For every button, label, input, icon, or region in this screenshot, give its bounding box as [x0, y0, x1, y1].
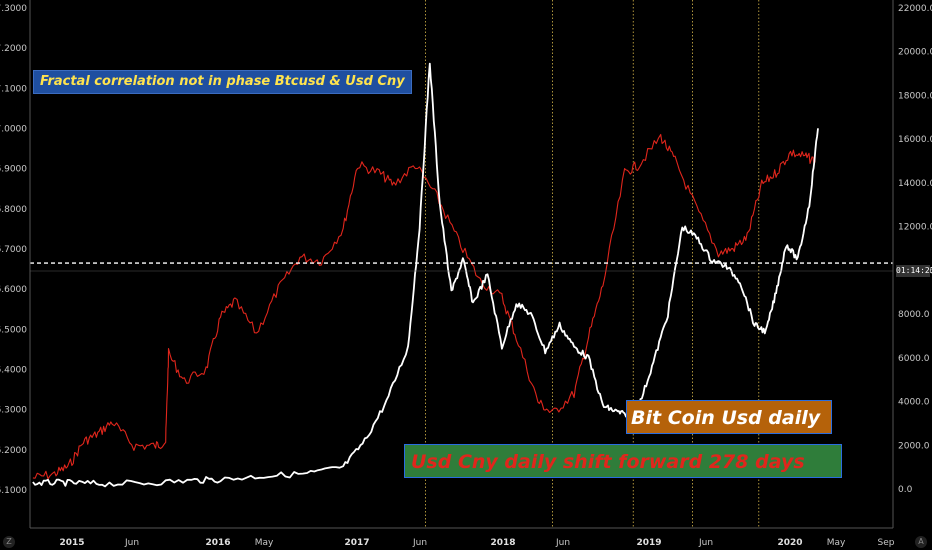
btcusd-series-line	[32, 62, 819, 488]
x-tick-label: May	[827, 538, 846, 548]
x-tick-label: 2018	[490, 538, 515, 548]
horizontal-level	[30, 262, 893, 272]
right-tick-label: 18000.0	[898, 91, 932, 101]
x-tick-label: 2019	[636, 538, 661, 548]
x-tick-label: 2015	[59, 538, 84, 548]
left-tick-label: 6.5000	[0, 325, 27, 335]
right-tick-label: 16000.0	[898, 135, 932, 145]
left-tick-label: 6.6000	[0, 285, 27, 295]
right-tick-label: 20000.0	[898, 48, 932, 58]
left-tick-label: 6.3000	[0, 406, 27, 416]
left-tick-label: 7.2000	[0, 44, 27, 54]
left-tick-label: 7.3000	[0, 4, 27, 14]
left-tick-label: 6.8000	[0, 205, 27, 215]
btc-series-annotation: Bit Coin Usd daily	[626, 400, 832, 434]
usdcny-series-line	[32, 133, 816, 480]
x-tick-label: Jun	[698, 538, 713, 548]
left-tick-label: 7.0000	[0, 125, 27, 135]
x-tick-label: 2016	[205, 538, 230, 548]
corner-left-badge[interactable]: Z	[3, 536, 15, 548]
corner-right-badge[interactable]: A	[915, 536, 927, 548]
current-price-label: 01:14:23	[896, 265, 932, 277]
left-tick-label: 6.9000	[0, 165, 27, 175]
vertical-markers	[425, 0, 760, 528]
cny-series-annotation: Usd Cny daily shift forward 278 days	[404, 444, 842, 478]
chart-title-annotation: Fractal correlation not in phase Btcusd …	[33, 70, 412, 94]
right-tick-label: 2000.0	[898, 441, 930, 451]
left-tick-label: 6.4000	[0, 366, 27, 376]
right-tick-label: 4000.0	[898, 398, 930, 408]
right-tick-label: 6000.0	[898, 354, 930, 364]
left-tick-label: 6.7000	[0, 245, 27, 255]
x-tick-label: Jun	[124, 538, 139, 548]
right-tick-label: 0.0	[898, 485, 913, 495]
left-tick-label: 6.1000	[0, 486, 27, 496]
right-tick-label: 8000.0	[898, 310, 930, 320]
right-tick-label: 22000.0	[898, 4, 932, 14]
x-tick-label: Sep	[878, 538, 895, 548]
x-tick-label: 2020	[777, 538, 802, 548]
x-tick-label: Jun	[555, 538, 570, 548]
x-tick-label: 2017	[344, 538, 369, 548]
left-tick-label: 6.2000	[0, 446, 27, 456]
series-layer	[32, 62, 819, 488]
right-tick-label: 14000.0	[898, 179, 932, 189]
left-tick-label: 7.1000	[0, 84, 27, 94]
right-tick-label: 12000.0	[898, 223, 932, 233]
x-tick-label: Jun	[412, 538, 427, 548]
x-tick-label: May	[255, 538, 274, 548]
